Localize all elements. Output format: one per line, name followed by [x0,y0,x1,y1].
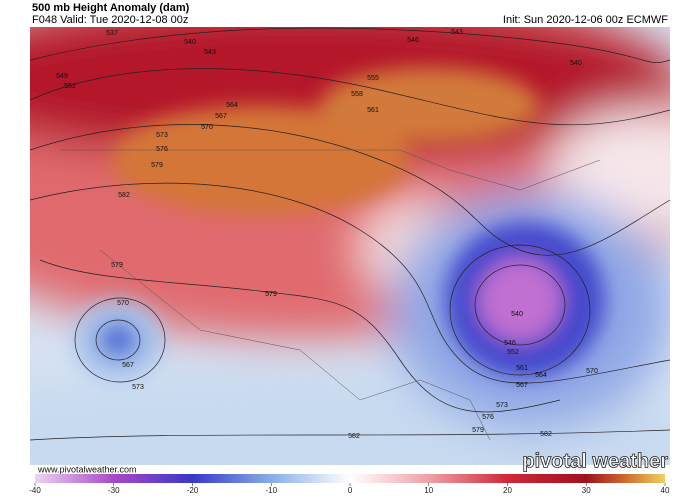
contour-label: 573 [132,384,144,391]
contour-label: 537 [106,30,118,37]
contour-label: 567 [516,382,528,389]
contour-label: 567 [122,362,134,369]
contour-label: 579 [151,162,163,169]
colorbar-tick-label: -40 [29,486,41,495]
colorbar-tick-label: -30 [108,486,120,495]
contour-label: 555 [367,75,379,82]
valid-time: F048 Valid: Tue 2020-12-08 00z [32,14,188,26]
contour-label: 576 [156,146,168,153]
contour-label: 552 [507,349,519,356]
colorbar-tick-label: -20 [187,486,199,495]
contour-label: 543 [451,29,463,36]
contour-label: 540 [570,60,582,67]
contour-label: 576 [482,414,494,421]
contour-label: 546 [504,340,516,347]
contour-label: 570 [586,368,598,375]
colorbar-tick-label: 30 [582,486,591,495]
contour-label: 570 [201,124,213,131]
init-time: Init: Sun 2020-12-06 00z ECMWF [503,14,668,26]
contour-label: 549 [56,73,68,80]
contour-label: 561 [516,365,528,372]
colorbar-ticks: -40 -30 -20 -10 0 10 20 30 40 [29,483,670,495]
colorbar-tick-label: 0 [348,486,353,495]
contour-labels: 5375405435465495525555585615645675705735… [56,29,598,440]
logo: pivotal weather [522,450,668,472]
contour-label: 573 [156,132,168,139]
footer-url: www.pivotalweather.com [37,464,137,474]
contour-label: 552 [64,83,76,90]
contours [30,27,670,441]
contour-label: 579 [111,262,123,269]
colorbar-tick-label: 10 [424,486,433,495]
colorbar-tick-label: 40 [661,486,670,495]
contour-label: 564 [226,102,238,109]
contour-label: 570 [117,300,129,307]
contour-label: 582 [118,192,130,199]
contour-label: 540 [511,311,523,318]
contour-label: 540 [184,39,196,46]
title: 500 mb Height Anomaly (dam) [32,2,190,14]
contour-label: 558 [351,91,363,98]
contour-label: 579 [472,427,484,434]
contour-label: 543 [204,49,216,56]
contour-label: 564 [535,372,547,379]
contour-label: 561 [367,107,379,114]
contour-label: 546 [407,37,419,44]
contour-label: 579 [265,291,277,298]
colorbar-tick-label: -10 [265,486,277,495]
contour-label: 573 [496,402,508,409]
colorbar [35,474,665,483]
colorbar-tick-label: 20 [503,486,512,495]
contour-label: 582 [348,433,360,440]
contour-label: 582 [540,431,552,438]
borders [60,149,601,441]
contour-label: 567 [215,113,227,120]
